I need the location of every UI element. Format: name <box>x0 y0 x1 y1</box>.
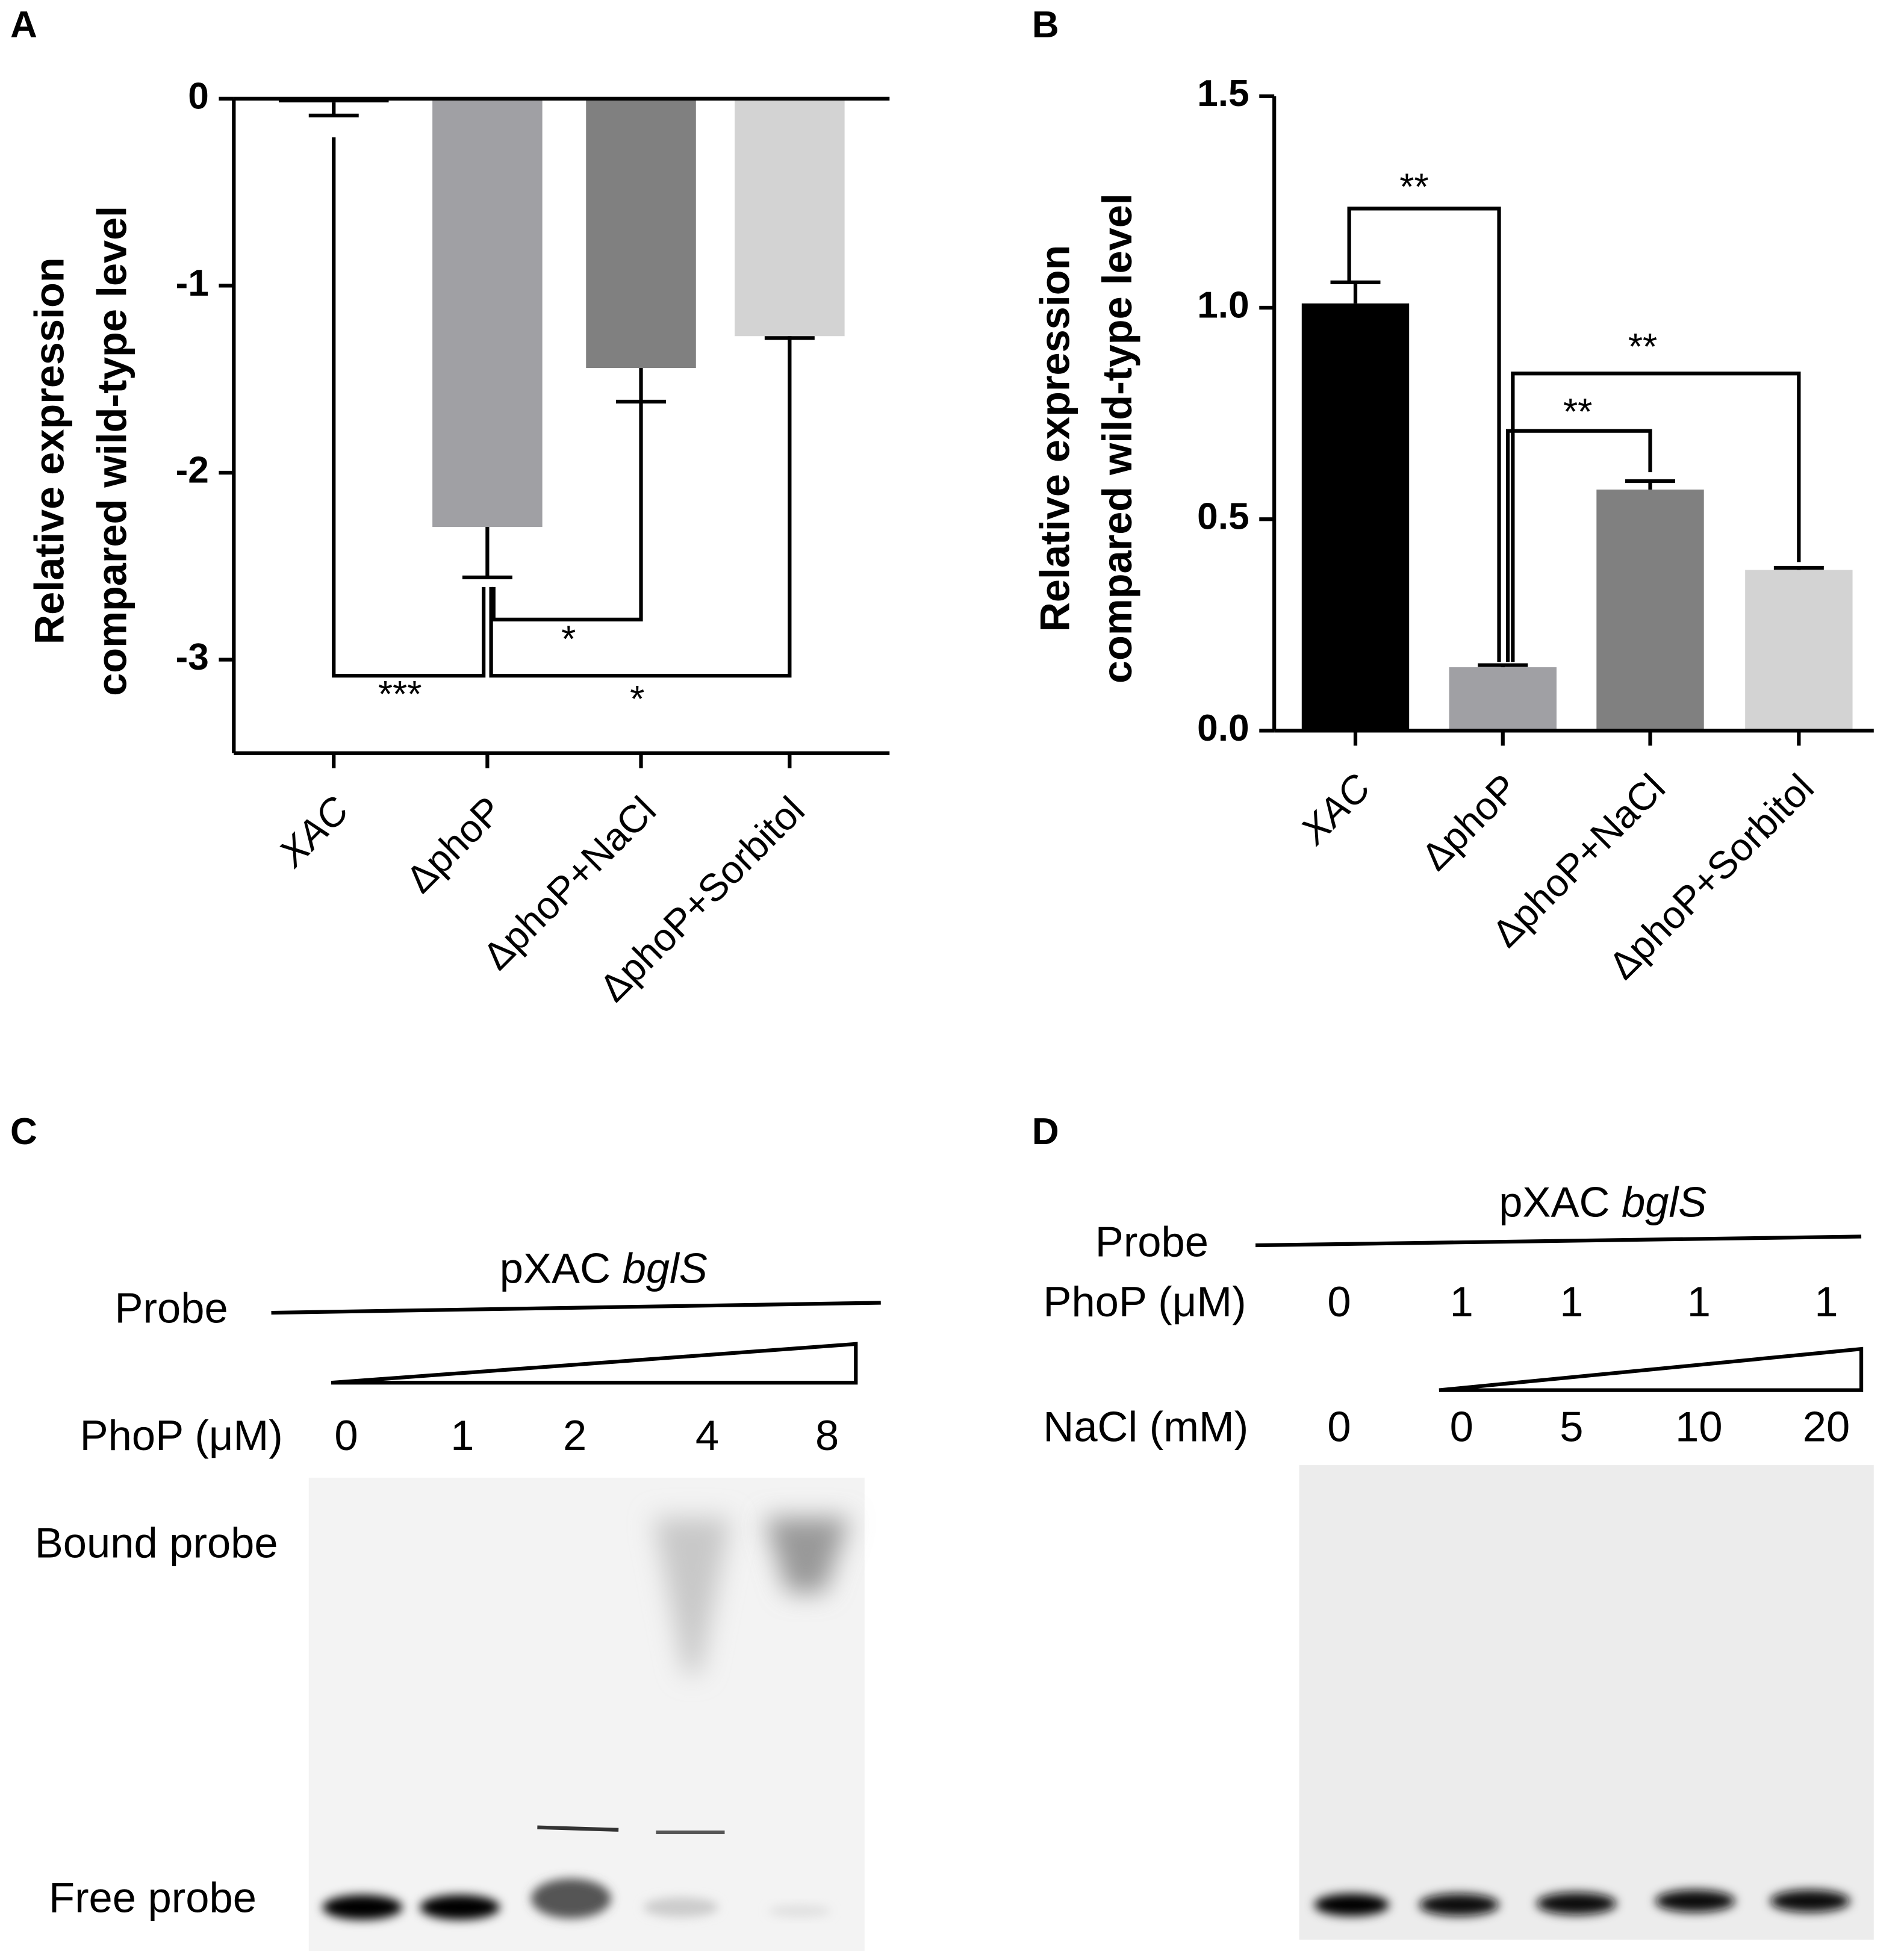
bar <box>1745 570 1853 731</box>
significance-label: ** <box>1628 326 1657 368</box>
panel-label: D <box>1032 1111 1059 1153</box>
lane-label: 8 <box>815 1411 839 1459</box>
significance-bracket <box>489 338 792 678</box>
probe-name: pXAC bglS <box>500 1244 708 1292</box>
significance-bracket <box>332 137 486 678</box>
lane-label: 5 <box>1560 1403 1583 1451</box>
bar <box>432 98 543 527</box>
significance-label: ** <box>1399 167 1428 208</box>
y-axis-label: Relative expression <box>26 257 73 644</box>
bar <box>1449 667 1557 731</box>
gene-name: bglS <box>1622 1178 1706 1225</box>
significance-label: *** <box>378 674 422 715</box>
lane-label: 1 <box>1814 1278 1838 1325</box>
lane-label: 0 <box>1450 1403 1473 1451</box>
lane-label: 0 <box>334 1411 358 1459</box>
lane-label: 1 <box>1560 1278 1583 1325</box>
probe-label: Probe <box>114 1284 228 1332</box>
lane-label: 4 <box>695 1411 719 1459</box>
lane-label: 0 <box>1327 1403 1351 1451</box>
panel-label: A <box>10 4 37 46</box>
y-tick-label: -3 <box>175 636 208 678</box>
y-tick-label: 0 <box>188 75 209 117</box>
lane-label: 20 <box>1803 1403 1850 1451</box>
band-label: Bound probe <box>35 1519 278 1567</box>
lane-label: 10 <box>1675 1403 1722 1451</box>
lane-label: 1 <box>1450 1278 1473 1325</box>
band-label: Free probe <box>49 1874 257 1921</box>
gel-image <box>1299 1465 1874 1940</box>
significance-bracket <box>1511 372 1801 662</box>
gradient-triangle <box>1439 1346 1864 1392</box>
significance-bracket <box>1347 207 1501 662</box>
y-tick-label: 1.5 <box>1197 73 1249 114</box>
significance-label: * <box>561 619 576 661</box>
significance-label: * <box>630 679 644 720</box>
panel-label: B <box>1032 4 1059 46</box>
y-axis-label: compared wild-type level <box>1094 193 1140 683</box>
bar <box>735 98 845 337</box>
y-axis-label: compared wild-type level <box>89 206 135 696</box>
probe-line <box>1255 1234 1862 1248</box>
probe-name: pXAC <box>1499 1178 1622 1225</box>
gradient-triangle <box>331 1342 858 1385</box>
significance-label: ** <box>1563 391 1592 433</box>
probe-line <box>271 1301 881 1315</box>
gel-image <box>308 1477 865 1951</box>
probe-name: pXAC bglS <box>1499 1178 1706 1225</box>
lane-label: 1 <box>1687 1278 1711 1325</box>
panel-label: C <box>10 1111 37 1153</box>
y-axis-label: Relative expression <box>1031 245 1078 632</box>
probe-label: Probe <box>1095 1218 1209 1266</box>
y-tick-label: -1 <box>175 263 208 304</box>
probe-name: pXAC <box>500 1244 623 1292</box>
row-label: NaCl (mM) <box>1043 1403 1248 1451</box>
x-tick-label: ΔphoP <box>1413 766 1526 879</box>
row-label: PhoP (μM) <box>80 1411 283 1459</box>
bar <box>1596 490 1704 731</box>
bar <box>1301 303 1410 731</box>
bar <box>586 98 696 369</box>
lane-label: 0 <box>1327 1278 1351 1325</box>
x-tick-label: ΔphoP <box>397 788 510 901</box>
y-tick-label: -2 <box>175 449 208 491</box>
significance-bracket <box>1505 429 1652 662</box>
significance-bracket <box>491 402 643 621</box>
x-tick-label: XAC <box>1291 765 1379 853</box>
lane-label: 2 <box>563 1411 586 1459</box>
x-tick-label: XAC <box>269 788 357 876</box>
y-tick-label: 0.0 <box>1197 708 1249 749</box>
y-tick-label: 0.5 <box>1197 496 1249 538</box>
row-label: PhoP (μM) <box>1043 1278 1246 1325</box>
y-tick-label: 1.0 <box>1197 284 1249 326</box>
gene-name: bglS <box>623 1244 708 1292</box>
lane-label: 1 <box>450 1411 474 1459</box>
